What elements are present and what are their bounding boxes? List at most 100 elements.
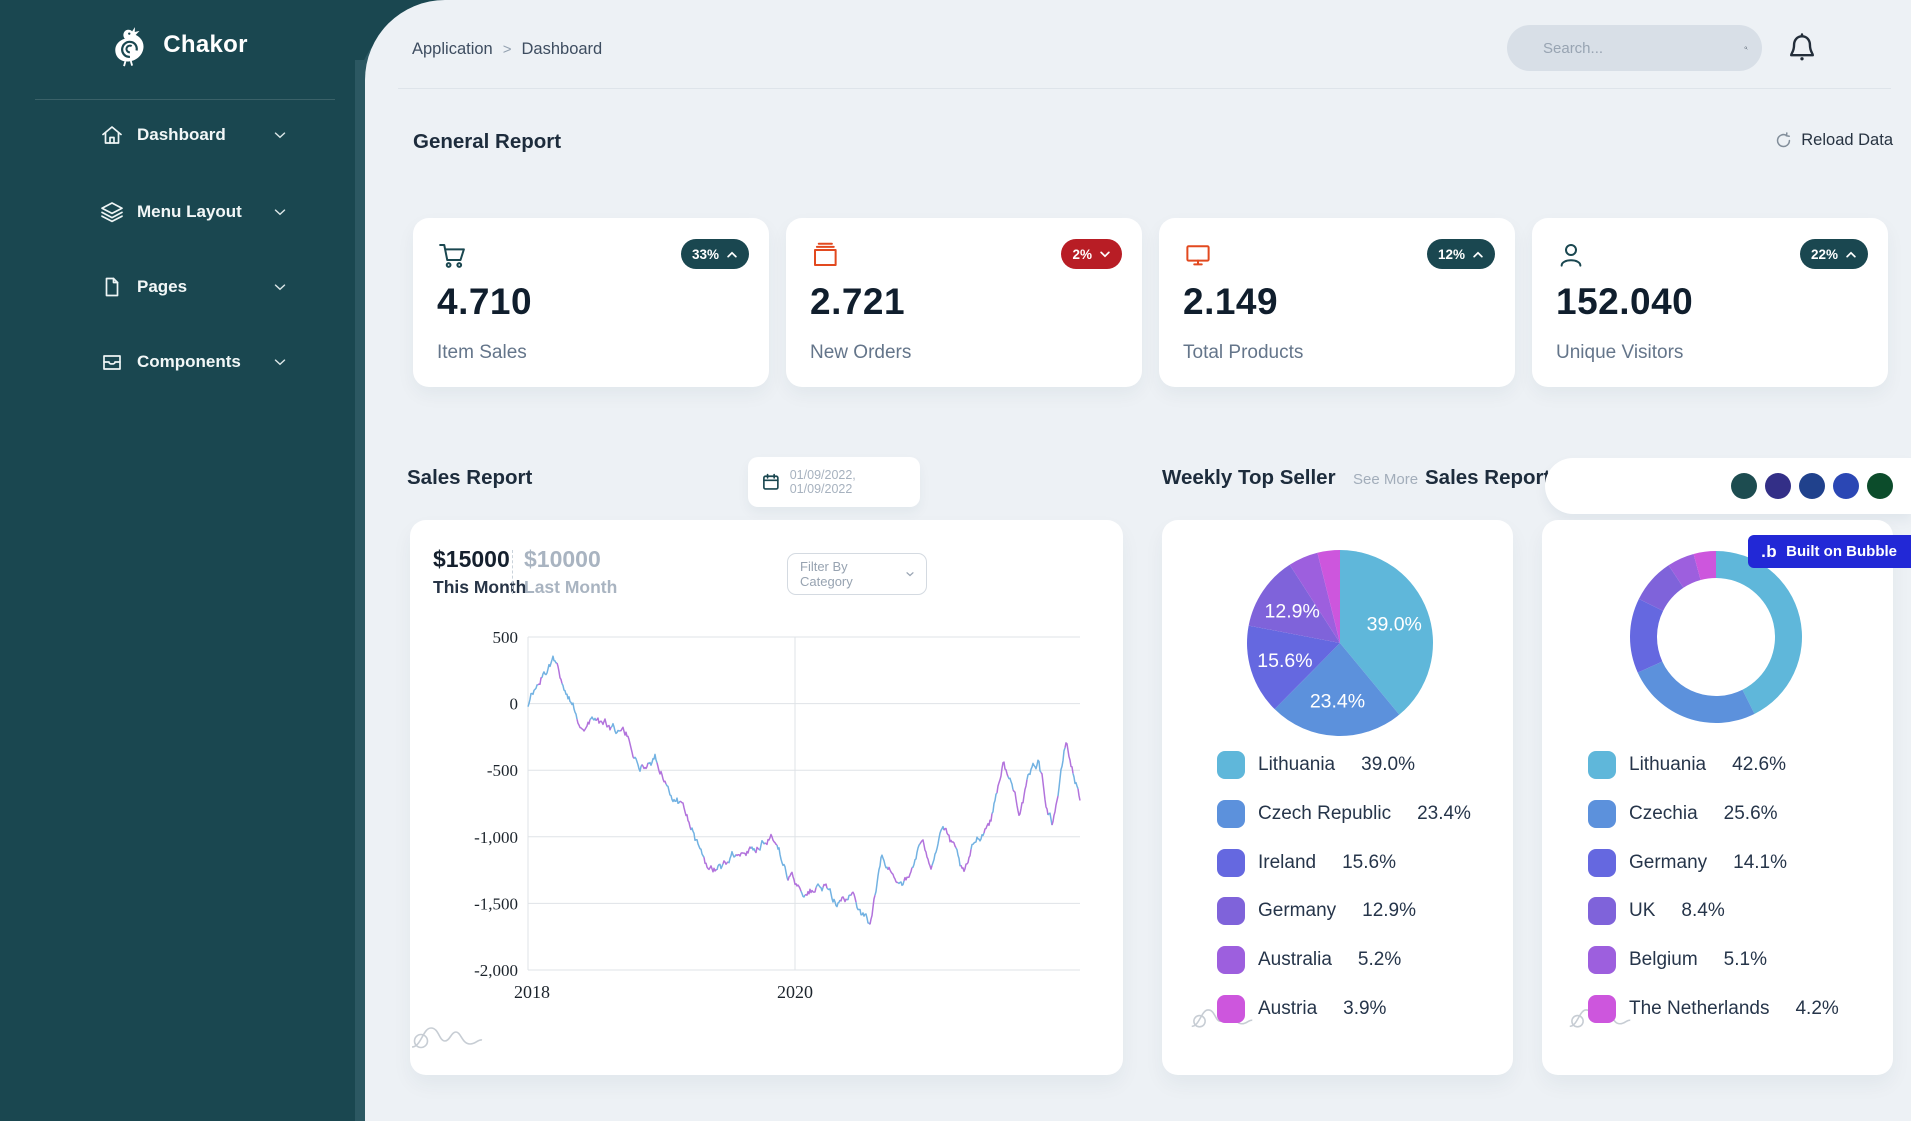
trend-up-icon xyxy=(1846,251,1856,257)
monitor-icon xyxy=(1186,245,1210,266)
legend-label: Ireland xyxy=(1258,851,1317,873)
trend-badge-value: 2% xyxy=(1072,246,1092,262)
theme-dot[interactable] xyxy=(1833,473,1859,499)
legend-item: Lithuania 39.0% xyxy=(1217,741,1471,790)
legend-swatch xyxy=(1217,946,1245,975)
trend-badge: 22% xyxy=(1799,239,1868,269)
legend-swatch xyxy=(1217,800,1245,829)
legend-value: 23.4% xyxy=(1417,803,1471,825)
sidebar-item-dashboard[interactable]: Dashboard xyxy=(0,113,355,157)
svg-text:-1,500: -1,500 xyxy=(474,894,518,913)
search-icon[interactable] xyxy=(1744,36,1748,60)
trend-badge-value: 12% xyxy=(1437,246,1465,262)
search-input[interactable] xyxy=(1541,38,1744,58)
legend-item: Czech Republic 23.4% xyxy=(1217,790,1471,839)
date-range-picker[interactable]: 01/09/2022, 01/09/2022 xyxy=(748,457,920,507)
stat-value: 2.721 xyxy=(810,281,906,322)
svg-text:500: 500 xyxy=(493,628,519,647)
window-icon xyxy=(814,242,837,266)
layers-icon xyxy=(101,202,123,223)
legend-label: UK xyxy=(1629,900,1656,922)
svg-text:-1,000: -1,000 xyxy=(474,828,518,847)
home-icon xyxy=(102,126,122,144)
legend-label: Australia xyxy=(1258,949,1332,971)
legend-value: 25.6% xyxy=(1723,803,1778,825)
date-range-value: 01/09/2022, 01/09/2022 xyxy=(789,468,856,496)
weekly-legend: Lithuania 39.0% Czech Republic 23.4% Ireland… xyxy=(1217,741,1471,1033)
trend-badge: 2% xyxy=(1061,239,1122,269)
weekly-top-seller-card: 39.0% 23.4% 15.6% 12.9% Lithuania 39.0% Czech… xyxy=(1162,520,1513,1075)
brand-name: Chakor xyxy=(163,31,248,58)
sales-report-donut-chart xyxy=(1630,551,1802,723)
inbox-icon xyxy=(103,355,121,370)
this-month-value: $15000 xyxy=(433,546,510,572)
sidebar-item-menu-layout[interactable]: Menu Layout xyxy=(0,190,355,234)
sidebar-item-label: Components xyxy=(137,352,241,371)
trend-badge-value: 22% xyxy=(1810,246,1838,262)
svg-text:-500: -500 xyxy=(487,761,518,780)
filter-by-category-select[interactable]: Filter By Category xyxy=(787,553,927,595)
legend-swatch xyxy=(1217,994,1245,1023)
sidebar-item-label: Menu Layout xyxy=(137,202,242,221)
legend-value: 12.9% xyxy=(1362,900,1417,922)
trend-badge-value: 33% xyxy=(691,246,719,262)
legend-label: Czech Republic xyxy=(1258,803,1392,825)
sales-report-right-title: Sales Report xyxy=(1425,466,1551,489)
reload-icon xyxy=(1777,132,1791,148)
squiggle-decoration-icon xyxy=(411,1027,483,1049)
reload-data-button[interactable]: Reload Data xyxy=(1774,131,1893,150)
month-divider xyxy=(512,550,513,594)
stat-card-total-products: 12% 2.149 Total Products xyxy=(1159,218,1515,387)
svg-text:15.6%: 15.6% xyxy=(1257,650,1312,672)
bubble-logo: .b xyxy=(1761,541,1778,561)
stat-value: 152.040 xyxy=(1556,281,1694,322)
legend-value: 5.1% xyxy=(1723,949,1767,971)
legend-value: 39.0% xyxy=(1361,754,1415,776)
stat-value: 2.149 xyxy=(1183,281,1279,322)
trend-up-icon xyxy=(727,251,737,257)
trend-up-icon xyxy=(1473,251,1483,257)
legend-value: 8.4% xyxy=(1681,900,1725,922)
trend-badge: 12% xyxy=(1426,239,1495,269)
chevron-down-icon xyxy=(274,209,286,216)
legend-label: Germany xyxy=(1629,851,1708,873)
svg-text:-2,000: -2,000 xyxy=(474,961,518,980)
legend-item: Belgium 5.1% xyxy=(1588,936,1839,985)
svg-text:0: 0 xyxy=(510,695,519,714)
svg-text:12.9%: 12.9% xyxy=(1265,601,1320,623)
legend-swatch xyxy=(1217,848,1245,877)
sales-line-chart: 500 0 -500 -1,000 -1,500 -2,000 2018 2020 xyxy=(474,628,1081,1002)
legend-value: 5.2% xyxy=(1357,949,1402,971)
brand-logo[interactable]: Chakor xyxy=(0,14,355,76)
chevron-down-icon xyxy=(274,284,286,291)
legend-swatch xyxy=(1217,751,1245,780)
notifications-bell-icon[interactable] xyxy=(1784,30,1820,66)
see-more-link[interactable]: See More xyxy=(1353,471,1419,488)
last-month-value: $10000 xyxy=(524,546,601,572)
svg-text:39.0%: 39.0% xyxy=(1367,613,1422,635)
theme-dot[interactable] xyxy=(1731,473,1757,499)
legend-value: 14.1% xyxy=(1733,851,1788,873)
theme-dot[interactable] xyxy=(1867,473,1893,499)
theme-dot[interactable] xyxy=(1765,473,1791,499)
sidebar-item-pages[interactable]: Pages xyxy=(0,265,355,309)
theme-dot[interactable] xyxy=(1799,473,1825,499)
sidebar: Chakor Dashboard Menu Layout Pages xyxy=(0,0,355,1121)
built-on-bubble-badge[interactable]: .b Built on Bubble xyxy=(1748,535,1911,568)
trend-badge: 33% xyxy=(680,239,749,269)
legend-label: The Netherlands xyxy=(1629,997,1770,1019)
stat-label: Item Sales xyxy=(437,342,527,363)
sidebar-item-components[interactable]: Components xyxy=(0,340,355,384)
legend-item: Ireland 15.6% xyxy=(1217,838,1471,887)
legend-item: The Netherlands 4.2% xyxy=(1588,984,1839,1033)
breadcrumb-application[interactable]: Application xyxy=(412,40,493,58)
header-divider xyxy=(398,88,1891,89)
legend-value: 42.6% xyxy=(1732,754,1786,776)
legend-swatch xyxy=(1588,800,1616,829)
weekly-top-seller-pie-chart: 39.0% 23.4% 15.6% 12.9% xyxy=(1247,550,1433,736)
legend-item: Germany 14.1% xyxy=(1588,838,1839,887)
filter-placeholder: Filter By Category xyxy=(800,559,853,589)
breadcrumb: Application > Dashboard xyxy=(412,40,602,59)
legend-label: Czechia xyxy=(1629,803,1698,825)
stat-card-item-sales: 33% 4.710 Item Sales xyxy=(413,218,769,387)
